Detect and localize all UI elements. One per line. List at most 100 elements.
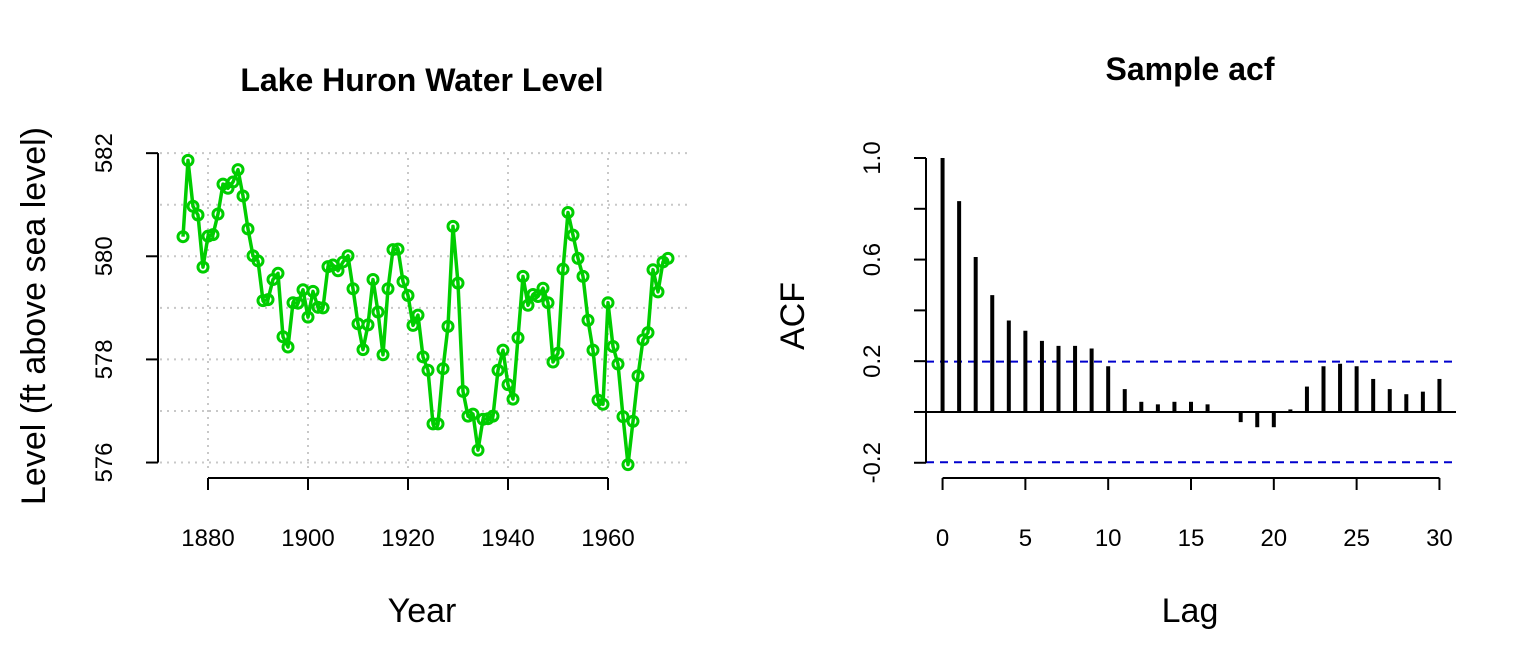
acf-bars (940, 158, 1442, 428)
data-point (181, 153, 195, 167)
data-point (261, 293, 275, 307)
data-point (306, 284, 320, 298)
data-point (516, 269, 530, 283)
data-point (411, 308, 425, 322)
data-point (571, 251, 585, 265)
data-point (276, 330, 290, 344)
data-point (406, 318, 420, 332)
y-tick-label: 582 (91, 133, 118, 173)
data-point (566, 228, 580, 242)
acf-y-axis-label: ACF (774, 282, 812, 350)
data-point (421, 363, 435, 377)
data-point (346, 282, 360, 296)
data-point (376, 348, 390, 362)
data-point (496, 343, 510, 357)
acf-confidence-bounds (926, 360, 1456, 464)
data-point (401, 288, 415, 302)
y-tick-label: 576 (91, 443, 118, 483)
data-point (416, 350, 430, 364)
y-tick-label: 1.0 (859, 141, 886, 174)
data-point (521, 298, 535, 312)
data-point (291, 296, 305, 310)
data-point (366, 272, 380, 286)
data-point (471, 443, 485, 457)
data-point (466, 407, 480, 421)
x-tick-label: 10 (1095, 525, 1122, 552)
data-point (486, 409, 500, 423)
data-point (226, 175, 240, 189)
x-tick-label: 1920 (381, 525, 434, 552)
data-point (661, 251, 675, 265)
water-level-line (181, 158, 670, 467)
x-tick-label: 15 (1178, 525, 1205, 552)
data-point (541, 296, 555, 310)
data-point (431, 417, 445, 431)
x-tick-label: 1900 (281, 525, 334, 552)
x-tick-label: 25 (1343, 525, 1370, 552)
acf-panel: Sample acf 0 5 10 15 20 25 30 -0.2 0.2 0.6 1.0 Lag… (774, 51, 1456, 630)
data-point (606, 340, 620, 354)
data-point (241, 222, 255, 236)
water-level-chart-title: Lake Huron Water Level (240, 62, 603, 98)
data-point (626, 414, 640, 428)
y-tick-label: 0.6 (859, 243, 886, 276)
data-point (586, 343, 600, 357)
x-tick-label: 1880 (181, 525, 234, 552)
water-level-x-axis-label: Year (388, 592, 457, 630)
data-point (191, 208, 205, 222)
y-tick-label: -0.2 (859, 442, 886, 483)
x-tick-label: 0 (936, 525, 949, 552)
data-point (446, 219, 460, 233)
data-point (561, 205, 575, 219)
water-level-panel: Lake Huron Water Level 1880 1900 1920 1940 1… (15, 62, 688, 630)
data-point (281, 340, 295, 354)
water-level-series (176, 153, 675, 472)
data-point (176, 230, 190, 244)
data-point (651, 285, 665, 299)
data-point (286, 296, 300, 310)
data-point (206, 228, 220, 242)
data-point (251, 254, 265, 268)
x-tick-label: 5 (1019, 525, 1032, 552)
data-point (601, 296, 615, 310)
data-point (341, 249, 355, 263)
x-tick-label: 1940 (481, 525, 534, 552)
data-point (576, 269, 590, 283)
x-tick-label: 30 (1426, 525, 1453, 552)
data-point (361, 318, 375, 332)
data-point (491, 363, 505, 377)
data-point (641, 326, 655, 340)
data-point (371, 305, 385, 319)
data-point (426, 417, 440, 431)
y-tick-label: 0.2 (859, 344, 886, 377)
data-point (386, 243, 400, 257)
data-point (506, 392, 520, 406)
data-point (396, 275, 410, 289)
water-level-axes: 1880 1900 1920 1940 1960 576 578 580 582 (91, 133, 635, 552)
data-point (646, 263, 660, 277)
data-point (581, 313, 595, 327)
data-point (456, 384, 470, 398)
data-point (236, 189, 250, 203)
x-tick-label: 20 (1260, 525, 1287, 552)
data-point (616, 410, 630, 424)
data-point (611, 357, 625, 371)
data-point (551, 346, 565, 360)
data-point (451, 276, 465, 290)
x-tick-label: 1960 (581, 525, 634, 552)
data-point (231, 163, 245, 177)
data-point (631, 369, 645, 383)
water-level-y-axis-label: Level (ft above sea level) (15, 127, 53, 505)
data-point (511, 331, 525, 345)
acf-x-axis-label: Lag (1162, 592, 1219, 630)
data-point (311, 300, 325, 314)
acf-chart-title: Sample acf (1106, 51, 1275, 87)
data-point (271, 266, 285, 280)
data-point (381, 282, 395, 296)
acf-axes: 0 5 10 15 20 25 30 -0.2 0.2 0.6 1.0 (859, 141, 1456, 552)
data-point (301, 310, 315, 324)
data-point (356, 343, 370, 357)
data-point (501, 378, 515, 392)
